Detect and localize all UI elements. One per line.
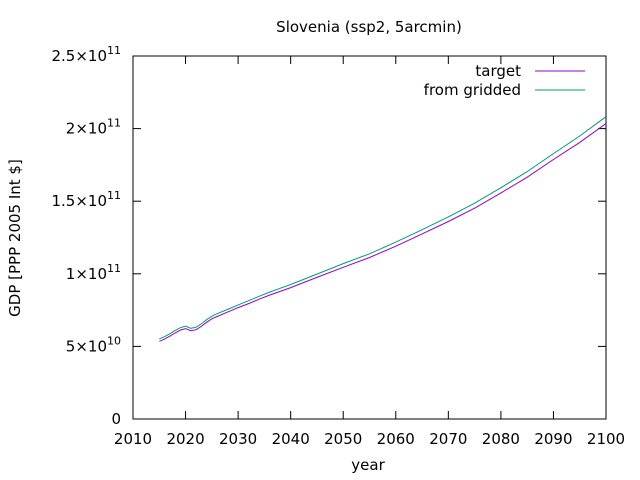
x-tick-label: 2070 (429, 430, 467, 448)
x-axis-label: year (351, 456, 385, 474)
legend-label-from-gridded: from gridded (424, 81, 521, 99)
x-tick-label: 2010 (114, 430, 152, 448)
y-axis: 0 5×1010 1×1011 1.5×1011 2×1011 2.5×1011 (51, 44, 606, 428)
y-axis-label: GDP [PPP 2005 Int $] (6, 159, 24, 317)
x-tick-label: 2040 (272, 430, 310, 448)
x-tick-label: 2050 (324, 430, 362, 448)
y-tick-label: 5×1010 (66, 334, 121, 355)
plot-frame (132, 55, 607, 420)
y-tick-label: 2.5×1011 (51, 44, 121, 65)
x-tick-label: 2100 (587, 430, 625, 448)
chart-title: Slovenia (ssp2, 5arcmin) (276, 18, 462, 36)
legend: target from gridded (424, 62, 585, 99)
x-tick-label: 2060 (377, 430, 415, 448)
x-axis: 2010 2020 2030 2040 2050 2060 2070 2080 2090 2100 (114, 56, 625, 448)
x-tick-label: 2080 (482, 430, 520, 448)
y-tick-label: 0 (111, 410, 121, 428)
series-line-target (159, 123, 607, 342)
y-tick-label: 1×1011 (66, 262, 121, 283)
series-layer (159, 116, 607, 342)
x-tick-label: 2090 (534, 430, 572, 448)
series-line-from-gridded (159, 116, 607, 340)
x-tick-label: 2020 (166, 430, 204, 448)
y-tick-label: 1.5×1011 (51, 189, 121, 210)
y-tick-label: 2×1011 (66, 117, 121, 138)
x-tick-label: 2030 (219, 430, 257, 448)
legend-label-target: target (475, 62, 521, 80)
